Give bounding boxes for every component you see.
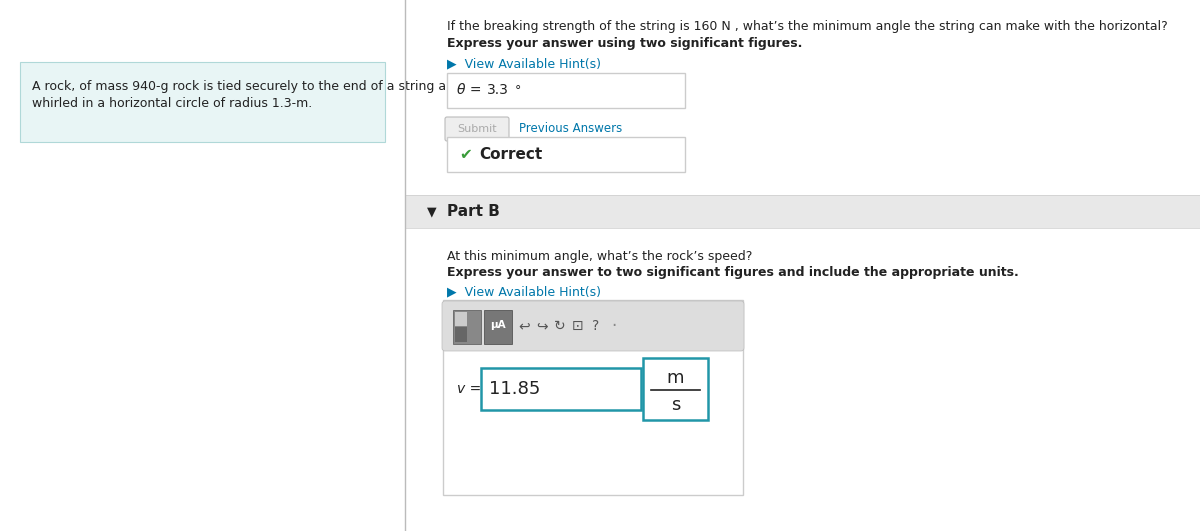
Text: At this minimum angle, what’s the rock’s speed?: At this minimum angle, what’s the rock’s…: [446, 250, 752, 263]
Text: ?: ?: [593, 319, 600, 333]
Bar: [455, 327, 467, 342]
Text: whirled in a horizontal circle of radius 1.3-m.: whirled in a horizontal circle of radius…: [32, 97, 312, 110]
Text: 11.85: 11.85: [490, 380, 540, 398]
Text: Correct: Correct: [479, 147, 542, 162]
Text: ↪: ↪: [536, 319, 548, 333]
Text: v =: v =: [457, 382, 481, 396]
Text: ⊡: ⊡: [572, 319, 584, 333]
FancyBboxPatch shape: [20, 62, 385, 142]
Text: If the breaking strength of the string is 160 N , what’s the minimum angle the s: If the breaking strength of the string i…: [446, 20, 1168, 33]
Text: Express your answer using two significant figures.: Express your answer using two significan…: [446, 37, 803, 50]
Text: ▼: ▼: [427, 205, 437, 218]
Text: ↩: ↩: [518, 319, 530, 333]
Text: m: m: [667, 369, 684, 387]
FancyBboxPatch shape: [442, 301, 744, 351]
Text: A rock, of mass 940-g rock is tied securely to the end of a string and: A rock, of mass 940-g rock is tied secur…: [32, 80, 462, 93]
Text: °: °: [515, 84, 521, 97]
Text: Previous Answers: Previous Answers: [520, 123, 623, 135]
FancyBboxPatch shape: [643, 358, 708, 420]
FancyBboxPatch shape: [484, 310, 512, 344]
Text: Submit: Submit: [457, 124, 497, 134]
Text: μA: μA: [490, 320, 506, 330]
Bar: [455, 312, 467, 326]
Text: θ =: θ =: [457, 83, 481, 98]
Text: 3.3: 3.3: [487, 83, 509, 98]
Text: Express your answer to two significant figures and include the appropriate units: Express your answer to two significant f…: [446, 266, 1019, 279]
FancyBboxPatch shape: [481, 368, 641, 410]
FancyBboxPatch shape: [446, 73, 685, 108]
FancyBboxPatch shape: [454, 310, 481, 344]
Text: Part B: Part B: [446, 204, 500, 219]
Text: ▶  View Available Hint(s): ▶ View Available Hint(s): [446, 57, 601, 70]
FancyBboxPatch shape: [443, 300, 743, 495]
FancyBboxPatch shape: [446, 137, 685, 172]
Text: ·: ·: [611, 317, 617, 335]
Text: ↻: ↻: [554, 319, 566, 333]
Text: ▶  View Available Hint(s): ▶ View Available Hint(s): [446, 285, 601, 298]
Bar: [0, 0, 406, 531]
FancyBboxPatch shape: [445, 117, 509, 141]
Text: ✔: ✔: [458, 147, 472, 162]
Bar: [406, 195, 1200, 228]
Text: s: s: [671, 396, 680, 414]
